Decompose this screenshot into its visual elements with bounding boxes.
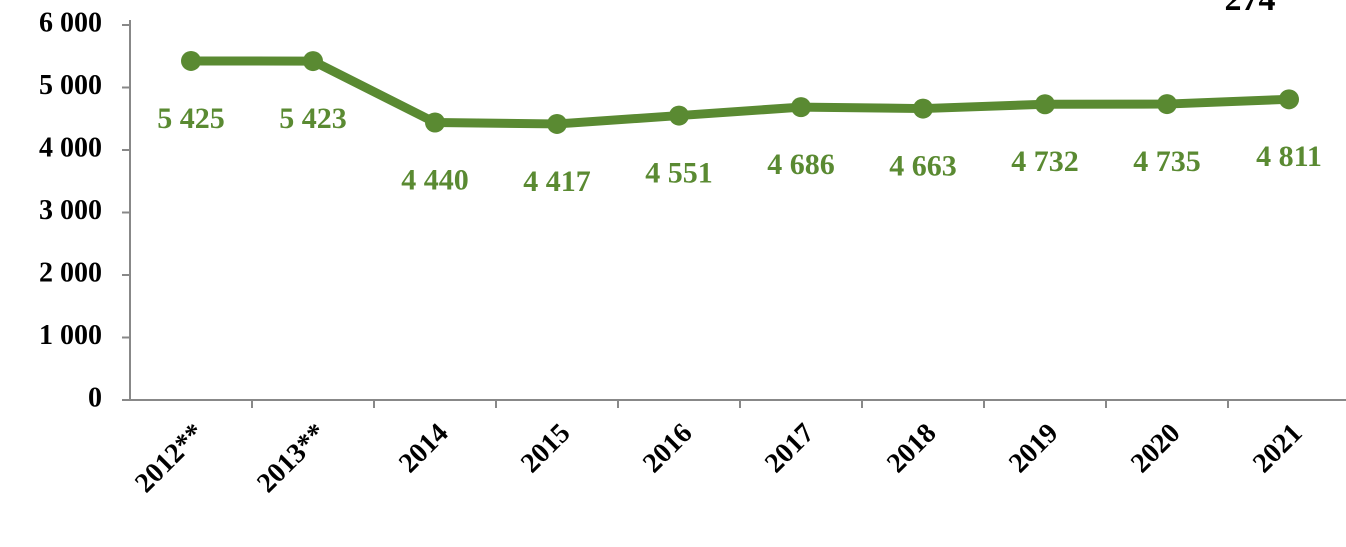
y-tick-label: 5 000 [39, 70, 102, 101]
annotation: 274 [1225, 0, 1276, 18]
data-label: 4 417 [523, 165, 591, 198]
point [303, 51, 323, 72]
y-tick-label: 4 000 [39, 132, 102, 163]
point [1035, 94, 1055, 115]
data-label: 4 735 [1133, 145, 1201, 178]
x-tick-label: 2015 [515, 418, 577, 480]
y-tick-label: 2 000 [39, 257, 102, 288]
point [791, 97, 811, 118]
line [190, 56, 1290, 129]
point [425, 112, 445, 133]
x-tick-label: 2020 [1125, 418, 1187, 480]
x-tick-label: 2016 [637, 418, 699, 480]
x-tick-label: 2021 [1247, 418, 1309, 480]
data-label: 4 663 [889, 149, 957, 182]
x-tick-label: 2019 [1003, 418, 1065, 480]
y-tick-label: 3 000 [39, 195, 102, 226]
data-label: 4 551 [645, 156, 713, 189]
y-tick-label: 1 000 [39, 320, 102, 351]
x-tick-label: 2013** [251, 418, 332, 499]
data-label: 4 440 [401, 163, 469, 196]
x-tick-label: 2018 [881, 418, 943, 480]
y-tick-label: 6 000 [39, 7, 102, 38]
data-label: 5 425 [157, 102, 225, 135]
point [547, 113, 567, 134]
data-label: 5 423 [279, 102, 347, 135]
point [913, 98, 933, 119]
data-label: 4 686 [767, 148, 835, 181]
x-tick-label: 2012** [129, 418, 210, 499]
point [181, 50, 201, 71]
x-tick-label: 2017 [759, 418, 821, 480]
point [669, 105, 689, 126]
data-label: 4 732 [1011, 145, 1079, 178]
point [1157, 94, 1177, 115]
data-label: 4 811 [1256, 140, 1322, 173]
point [1279, 89, 1299, 110]
x-tick-label: 2014 [393, 418, 455, 480]
y-tick-label: 0 [88, 382, 102, 413]
